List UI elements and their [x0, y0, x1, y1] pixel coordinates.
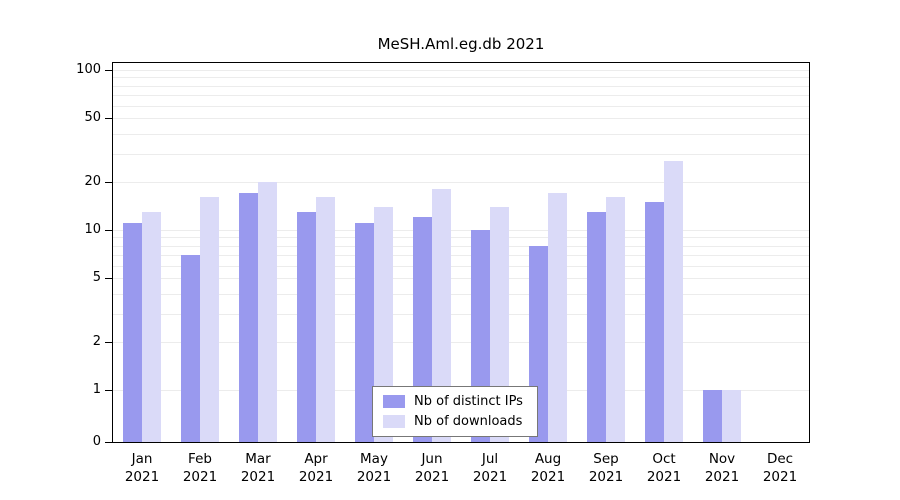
x-tick-label: Jul 2021	[472, 451, 508, 485]
gridline	[113, 254, 809, 256]
gridline	[113, 237, 809, 239]
legend-swatch-downloads	[383, 415, 405, 428]
gridline	[113, 265, 809, 267]
x-tick-label: Jan 2021	[124, 451, 160, 485]
bar-distinct-ips-feb	[180, 254, 200, 442]
x-tick-label: Mar 2021	[240, 451, 276, 485]
gridline	[113, 293, 809, 295]
gridline	[113, 77, 809, 79]
gridline	[113, 278, 809, 280]
bar-downloads-mar	[258, 181, 278, 442]
x-tick-label: Jun 2021	[414, 451, 450, 485]
bar-distinct-ips-jan	[122, 223, 142, 442]
y-tick-label: 20	[84, 173, 101, 189]
y-axis-tick	[105, 230, 112, 231]
x-tick-label: Aug 2021	[530, 451, 566, 485]
y-axis-tick	[105, 70, 112, 71]
y-tick-label: 1	[92, 382, 101, 397]
bar-distinct-ips-nov	[702, 390, 722, 442]
bar-downloads-may	[374, 206, 394, 442]
bar-downloads-jan	[142, 211, 162, 442]
x-tick-label: Dec 2021	[762, 451, 798, 485]
y-tick-label: 2	[92, 333, 101, 349]
y-tick-label: 0	[92, 434, 101, 449]
gridline	[113, 85, 809, 87]
chart-title: MeSH.Aml.eg.db 2021	[377, 35, 545, 53]
bar-downloads-oct	[664, 161, 684, 442]
y-tick-label: 10	[84, 222, 101, 237]
x-tick-label: May 2021	[356, 451, 392, 485]
y-axis-tick	[105, 390, 112, 391]
gridline	[113, 153, 809, 155]
y-axis-tick	[105, 118, 112, 120]
y-axis-tick	[105, 341, 112, 343]
gridline	[113, 105, 809, 107]
bar-distinct-ips-may	[354, 223, 374, 442]
y-axis-tick	[105, 278, 112, 280]
bar-distinct-ips-apr	[296, 211, 316, 442]
bar-distinct-ips-mar	[238, 193, 258, 442]
y-tick-label: 100	[76, 62, 101, 77]
gridline	[113, 341, 809, 343]
bar-distinct-ips-sep	[586, 211, 606, 442]
bar-downloads-feb	[200, 197, 220, 442]
gridline	[113, 230, 809, 231]
x-tick-label: Oct 2021	[646, 451, 682, 485]
gridline	[113, 118, 809, 120]
x-tick-label: Sep 2021	[588, 451, 624, 485]
gridline	[113, 313, 809, 315]
bar-distinct-ips-jun	[412, 217, 432, 442]
y-axis-tick	[105, 181, 112, 183]
bar-downloads-jul	[490, 206, 510, 442]
gridline	[113, 181, 809, 183]
gridline	[113, 245, 809, 247]
legend-item-distinct-ips: Nb of distinct IPs	[383, 394, 523, 409]
bar-downloads-aug	[548, 193, 568, 442]
bar-downloads-sep	[606, 197, 626, 442]
legend-swatch-distinct-ips	[383, 395, 405, 408]
gridline	[113, 94, 809, 96]
y-tick-label: 50	[84, 110, 101, 126]
bar-downloads-nov	[722, 390, 742, 442]
legend-label-distinct-ips: Nb of distinct IPs	[414, 394, 523, 409]
x-tick-label: Nov 2021	[704, 451, 740, 485]
y-axis-tick	[105, 442, 112, 443]
legend-item-downloads: Nb of downloads	[383, 414, 523, 429]
gridline	[113, 70, 809, 71]
gridline	[113, 133, 809, 135]
bar-downloads-apr	[316, 197, 336, 442]
x-tick-label: Feb 2021	[182, 451, 218, 485]
x-tick-label: Apr 2021	[298, 451, 334, 485]
plot-area	[112, 62, 810, 443]
legend-label-downloads: Nb of downloads	[414, 414, 523, 429]
bar-distinct-ips-oct	[644, 201, 664, 442]
y-tick-label: 5	[92, 270, 101, 286]
legend: Nb of distinct IPs Nb of downloads	[372, 386, 538, 437]
bar-downloads-jun	[432, 189, 452, 442]
